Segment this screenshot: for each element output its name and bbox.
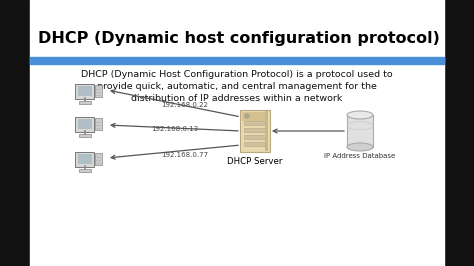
FancyBboxPatch shape: [79, 169, 91, 172]
Bar: [0, 0, 30, 266]
Bar: [347, 115, 373, 147]
Text: 192.168.0.13: 192.168.0.13: [151, 126, 199, 132]
Ellipse shape: [347, 143, 373, 151]
FancyBboxPatch shape: [75, 152, 94, 167]
Text: DHCP (Dynamic host configuration protocol): DHCP (Dynamic host configuration protoco…: [38, 31, 440, 45]
Text: distribution of IP addresses within a network: distribution of IP addresses within a ne…: [131, 94, 343, 103]
FancyBboxPatch shape: [79, 101, 91, 104]
Text: IP Address Database: IP Address Database: [324, 153, 396, 159]
Ellipse shape: [347, 111, 373, 119]
Text: 192.168.0.77: 192.168.0.77: [162, 152, 209, 158]
Bar: [30, 0, 444, 266]
Bar: [30, 57, 444, 64]
Text: DHCP (Dynamic Host Configuration Protocol) is a protocol used to: DHCP (Dynamic Host Configuration Protoco…: [81, 70, 393, 79]
Circle shape: [245, 114, 249, 118]
Bar: [78, 119, 92, 129]
FancyBboxPatch shape: [240, 110, 270, 152]
FancyBboxPatch shape: [95, 153, 102, 165]
FancyBboxPatch shape: [75, 117, 94, 131]
FancyBboxPatch shape: [244, 142, 266, 146]
Text: 192.168.0.22: 192.168.0.22: [162, 102, 209, 108]
FancyBboxPatch shape: [75, 84, 94, 98]
Bar: [265, 111, 268, 151]
FancyBboxPatch shape: [244, 135, 266, 139]
Text: provide quick, automatic, and central management for the: provide quick, automatic, and central ma…: [97, 82, 377, 91]
Bar: [444, 0, 474, 266]
FancyBboxPatch shape: [79, 134, 91, 137]
FancyBboxPatch shape: [95, 85, 102, 97]
Bar: [78, 154, 92, 164]
Bar: [242, 112, 268, 121]
FancyBboxPatch shape: [244, 121, 266, 125]
Text: DHCP Server: DHCP Server: [228, 157, 283, 166]
FancyBboxPatch shape: [244, 128, 266, 132]
FancyBboxPatch shape: [95, 118, 102, 130]
Bar: [78, 86, 92, 96]
